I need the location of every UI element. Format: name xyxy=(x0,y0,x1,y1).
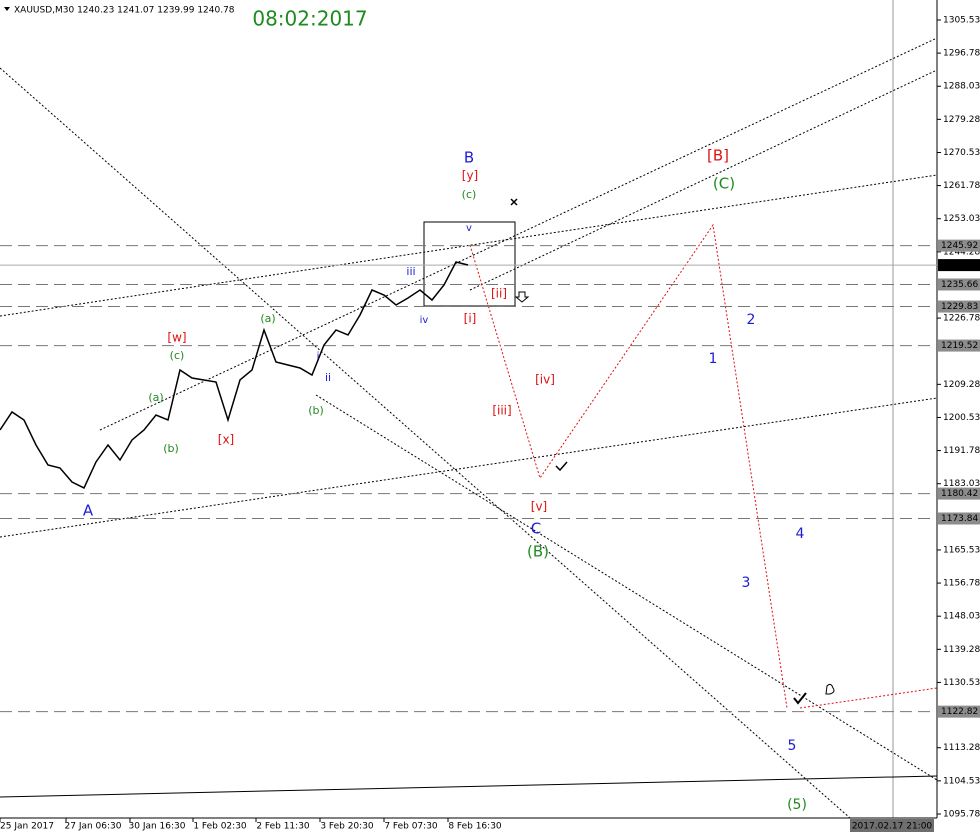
wave-label: C xyxy=(531,520,541,538)
y-tick-label: 1200.53 xyxy=(943,413,980,423)
y-tick-label: 1279.28 xyxy=(943,115,980,125)
icons xyxy=(510,198,835,705)
y-tick-label: 1156.78 xyxy=(943,579,980,589)
wave-label: [i] xyxy=(464,312,477,326)
level-label: 1219.52 xyxy=(941,341,978,351)
check-icon xyxy=(555,461,568,472)
y-tick-label: 1226.78 xyxy=(943,314,980,324)
wave-label: iv xyxy=(420,315,429,326)
check-icon xyxy=(793,692,807,705)
wave-label: [iii] xyxy=(492,404,511,418)
y-tick-label: 1095.78 xyxy=(943,809,980,819)
y-tick-label: 1305.53 xyxy=(943,15,980,25)
wave-label: 4 xyxy=(796,526,805,542)
header-marker xyxy=(4,7,10,11)
cross-icon xyxy=(510,198,518,206)
wave-label: (a) xyxy=(148,391,163,404)
trend-line xyxy=(315,394,938,781)
level-label-bg xyxy=(938,339,980,352)
y-tick-label: 1209.28 xyxy=(943,380,980,390)
last-price-label: 1240.78 xyxy=(941,261,978,271)
level-label-bg xyxy=(938,487,980,500)
y-tick-label: 1183.03 xyxy=(943,479,980,489)
wave-label: 2 xyxy=(747,312,756,328)
wave-label: [v] xyxy=(531,500,547,514)
wave-label: (c) xyxy=(170,349,185,362)
chart-title: 08:02:2017 xyxy=(252,7,367,31)
y-tick-label: 1191.78 xyxy=(943,446,980,456)
y-tick-label: 1139.28 xyxy=(943,645,980,655)
level-label: 1173.84 xyxy=(941,514,978,524)
level-label: 1245.92 xyxy=(941,241,978,251)
price-line xyxy=(0,261,469,490)
y-tick-label: 1253.03 xyxy=(943,214,980,224)
box xyxy=(423,221,516,307)
y-tick-label: 1270.53 xyxy=(943,148,980,158)
level-label-bg xyxy=(938,705,980,718)
wave-label: [B] xyxy=(707,147,729,165)
y-tick-label: 1104.53 xyxy=(943,776,980,786)
y-tick-label: 1261.78 xyxy=(943,181,980,191)
trend-line xyxy=(0,67,851,819)
wave-label: iii xyxy=(406,265,415,278)
wave-label: [ii] xyxy=(491,287,507,301)
projection-path xyxy=(469,223,788,709)
wave-label: (c) xyxy=(462,188,477,201)
y-tick-label: 1244.28 xyxy=(943,247,980,257)
x-tick-label: 27 Jan 06:30 xyxy=(65,822,122,832)
y-tick-label: 1130.53 xyxy=(943,678,980,688)
wave-label: (a) xyxy=(260,312,275,325)
y-tick-label: 1113.28 xyxy=(943,743,980,753)
hand-icon xyxy=(825,683,835,695)
wave-label: 5 xyxy=(788,738,797,754)
y-tick-label: 1148.03 xyxy=(943,612,980,622)
level-label: 1235.66 xyxy=(941,280,978,290)
x-tick-label: 7 Feb 07:30 xyxy=(384,822,438,832)
x-tick-label: 8 Feb 16:30 xyxy=(448,822,502,832)
level-label: 1229.83 xyxy=(941,302,978,312)
trend-line xyxy=(0,775,938,798)
level-label-bg xyxy=(938,512,980,525)
header: XAUUSD,M30 1240.23 1241.07 1239.99 1240.… xyxy=(14,6,235,16)
projection-path xyxy=(799,687,938,709)
x-tick-label: 25 Jan 2017 xyxy=(0,822,54,832)
wave-label: [w] xyxy=(167,331,186,345)
last-price-bg xyxy=(938,259,980,272)
y-tick-label: 1296.78 xyxy=(943,49,980,59)
x-tick-label: 1 Feb 02:30 xyxy=(193,822,247,832)
cursor-label: 2017.02.17 21:00 xyxy=(852,822,933,832)
wave-label: B xyxy=(464,149,474,167)
cursor-label-bg xyxy=(850,819,934,832)
wave-label: [y] xyxy=(462,169,478,183)
wave-label: (B) xyxy=(527,543,549,561)
wave-label: ii xyxy=(325,371,331,384)
wave-label: 1 xyxy=(709,351,718,367)
level-label: 1180.42 xyxy=(941,489,978,499)
wave-label: (b) xyxy=(163,442,179,455)
wave-label: i xyxy=(317,351,320,362)
x-tick-label: 2 Feb 11:30 xyxy=(256,822,310,832)
trend-line xyxy=(0,397,938,538)
level-label-bg xyxy=(938,300,980,313)
x-tick-label: 30 Jan 16:30 xyxy=(129,822,186,832)
y-tick-label: 1288.03 xyxy=(943,82,980,92)
projection xyxy=(469,223,938,709)
level-label: 1122.82 xyxy=(941,707,978,717)
y-tick-label: 1165.53 xyxy=(943,545,980,555)
arrow-icon xyxy=(514,291,530,303)
wave-label: [iv] xyxy=(535,373,555,387)
wave-label: v xyxy=(466,223,472,234)
wave-label: (b) xyxy=(308,404,324,417)
wave-label: [x] xyxy=(218,433,234,447)
wave-label: (C) xyxy=(713,175,735,193)
wave-label: (5) xyxy=(787,797,807,813)
wave-label: 3 xyxy=(742,575,751,591)
level-label-bg xyxy=(938,278,980,291)
level-label-bg xyxy=(938,239,980,252)
x-tick-label: 3 Feb 20:30 xyxy=(320,822,374,832)
wave-label: A xyxy=(83,502,94,520)
